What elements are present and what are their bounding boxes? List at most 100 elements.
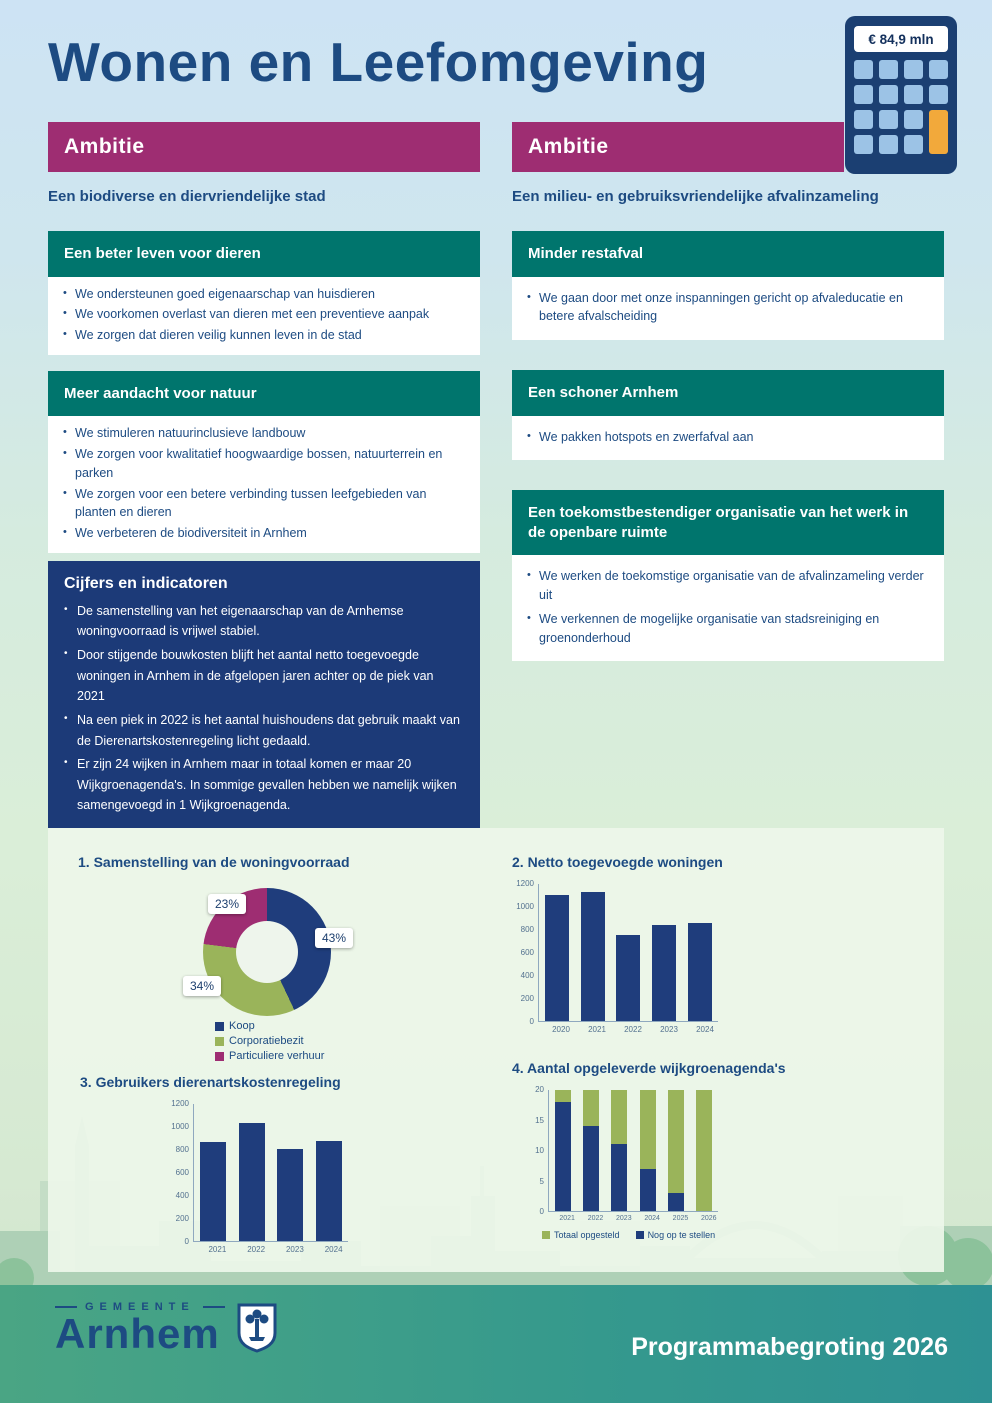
bullet-item: We pakken hotspots en zwerfafval aan — [526, 428, 930, 447]
calculator-key — [904, 135, 923, 154]
bullet-item: Na een piek in 2022 is het aantal huisho… — [64, 710, 464, 751]
x-axis: 2021 2022 2023 2024 2025 2026 — [553, 1215, 723, 1222]
chart-cell-netto-woningen: 2. Netto toegevoegde woningen 1200 1000 80… — [512, 854, 922, 1034]
y-tick-label: 20 — [535, 1085, 544, 1094]
legend-swatch — [635, 1231, 644, 1239]
bullet-item: We werken de toekomstige organisatie van… — [526, 567, 930, 605]
y-tick-label: 800 — [520, 925, 534, 934]
x-tick-label: 2021 — [208, 1245, 227, 1254]
legend-label: Nog op te stellen — [647, 1230, 716, 1240]
bullet-item: We zorgen voor een betere verbinding tus… — [62, 485, 466, 523]
x-tick-label: 2025 — [672, 1215, 689, 1222]
chart-cell-wijkgroenagendas: 4. Aantal opgeleverde wijkgroenagenda's … — [512, 1060, 932, 1240]
section-minder-restafval: Minder restafval We gaan door met onze i… — [512, 231, 944, 340]
y-tick-label: 0 — [539, 1207, 544, 1216]
chart-title: 2. Netto toegevoegde woningen — [512, 854, 723, 870]
y-tick-label: 0 — [529, 1017, 534, 1026]
chart-body: 1200 1000 800 600 400 200 0 — [512, 880, 922, 1026]
section-bullets: We pakken hotspots en zwerfafval aan — [512, 415, 944, 461]
chart-body: 20 15 10 5 0 — [530, 1086, 932, 1216]
section-more-attention-for-nature: Meer aandacht voor natuur We stimuleren … — [48, 370, 480, 553]
ambition-subtitle-right: Een milieu- en gebruiksvriendelijke afva… — [512, 188, 879, 205]
bar-chart-dierenartskostenregeling: 1200 1000 800 600 400 200 0 2021 2022 2023 2024 — [167, 1100, 490, 1254]
legend-item: Corporatiebezit — [215, 1035, 324, 1047]
x-tick-label: 2026 — [701, 1215, 717, 1222]
y-tick-label: 1000 — [171, 1122, 189, 1131]
right-column: Ambitie Een milieu- en gebruiksvriendeli… — [512, 122, 944, 662]
bar-2021 — [580, 892, 605, 1021]
bar-2025 — [667, 1090, 684, 1211]
stacked-chart-legend: Totaal opgesteld Nog op te stellen — [542, 1230, 932, 1240]
y-tick-label: 5 — [539, 1176, 544, 1186]
y-tick-label: 600 — [175, 1168, 189, 1177]
bar-2023 — [652, 925, 677, 1021]
left-column: Ambitie Een biodiverse en diervriendelij… — [48, 122, 480, 828]
donut-legend: Koop Corporatiebezit Particuliere verhuur — [215, 1020, 324, 1062]
legend-item: Totaal opgesteld — [542, 1230, 620, 1240]
donut-label-koop: 43% — [315, 928, 354, 948]
bar-2023 — [611, 1090, 628, 1211]
chart-body: 1200 1000 800 600 400 200 0 — [167, 1100, 490, 1246]
legend-label: Koop — [229, 1020, 255, 1032]
calculator-key — [879, 135, 898, 154]
y-tick-label: 400 — [175, 1191, 189, 1200]
calculator-key — [854, 110, 873, 129]
logo-gemeente-row: GEMEENTE — [55, 1301, 225, 1313]
legend-label: Totaal opgesteld — [554, 1230, 620, 1240]
bar-2026 — [695, 1090, 712, 1211]
budget-calculator-icon: € 84,9 mln — [845, 16, 957, 174]
chart-cell-dierenartskostenregeling: 3. Gebruikers dierenartskostenregeling 1… — [80, 1074, 490, 1254]
bar-2022 — [583, 1090, 600, 1211]
y-axis: 1200 1000 800 600 400 200 0 — [512, 880, 538, 1026]
plot-area — [548, 1090, 718, 1212]
ambition-bar-left: Ambitie — [48, 122, 480, 172]
bar-2022 — [616, 935, 641, 1021]
section-bullets: We ondersteunen goed eigenaarschap van h… — [48, 276, 480, 355]
figures-and-indicators-bullets: De samenstelling van het eigenaarschap v… — [64, 601, 464, 816]
chart-title: 1. Samenstelling van de woningvoorraad — [78, 854, 350, 870]
section-header: Meer aandacht voor natuur — [48, 370, 480, 417]
arnhem-shield-icon — [237, 1303, 277, 1353]
bullet-item: We zorgen dat dieren veilig kunnen leven… — [62, 326, 466, 345]
x-tick-label: 2023 — [616, 1215, 632, 1222]
legend-item: Particuliere verhuur — [215, 1050, 324, 1062]
bullet-item: We ondersteunen goed eigenaarschap van h… — [62, 285, 466, 304]
x-tick-label: 2024 — [644, 1215, 660, 1222]
legend-swatch — [542, 1231, 550, 1239]
logo-rule-left — [55, 1306, 77, 1308]
bullet-item: Er zijn 24 wijken in Arnhem maar in tota… — [64, 754, 464, 816]
legend-label: Particuliere verhuur — [229, 1050, 325, 1062]
section-toekomstbestendiger-organisatie: Een toekomstbestendiger organisatie van … — [512, 490, 944, 662]
legend-swatch — [215, 1051, 224, 1061]
gemeente-arnhem-logo: GEMEENTE Arnhem — [55, 1301, 277, 1356]
section-header: Een schoner Arnhem — [512, 370, 944, 416]
legend-item: Koop — [215, 1020, 324, 1032]
section-header: Een toekomstbestendiger organisatie van … — [512, 490, 944, 556]
chart-title: 4. Aantal opgeleverde wijkgroenagenda's — [512, 1060, 786, 1076]
plot-area — [193, 1104, 348, 1242]
logo-text: GEMEENTE Arnhem — [55, 1301, 225, 1356]
bar-2022 — [238, 1123, 265, 1241]
page-title: Wonen en Leefomgeving — [48, 31, 709, 93]
footer-title: Programmabegroting 2026 — [631, 1333, 948, 1361]
x-tick-label: 2022 — [247, 1245, 266, 1254]
chart-cell-housing-stock: 1. Samenstelling van de woningvoorraad 4… — [78, 854, 498, 1094]
x-tick-label: 2022 — [587, 1215, 604, 1222]
y-tick-label: 800 — [175, 1145, 189, 1154]
logo-gemeente-label: GEMEENTE — [85, 1301, 195, 1313]
y-tick-label: 200 — [175, 1214, 189, 1223]
y-axis: 20 15 10 5 0 — [530, 1086, 548, 1216]
section-bullets: We gaan door met onze inspanningen geric… — [512, 276, 944, 340]
x-tick-label: 2024 — [696, 1025, 714, 1034]
bar-2021 — [555, 1090, 572, 1211]
section-header: Minder restafval — [512, 231, 944, 277]
y-axis: 1200 1000 800 600 400 200 0 — [167, 1100, 193, 1246]
y-tick-label: 1000 — [516, 902, 534, 911]
y-tick-label: 1200 — [171, 1099, 189, 1108]
x-tick-label: 2022 — [624, 1025, 642, 1034]
x-tick-label: 2024 — [324, 1245, 343, 1254]
calculator-key — [879, 110, 898, 129]
footer-band: GEMEENTE Arnhem Programmabegroting 2026 — [0, 1285, 992, 1403]
x-axis: 2021 2022 2023 2024 — [198, 1245, 353, 1254]
calculator-key — [904, 110, 923, 129]
